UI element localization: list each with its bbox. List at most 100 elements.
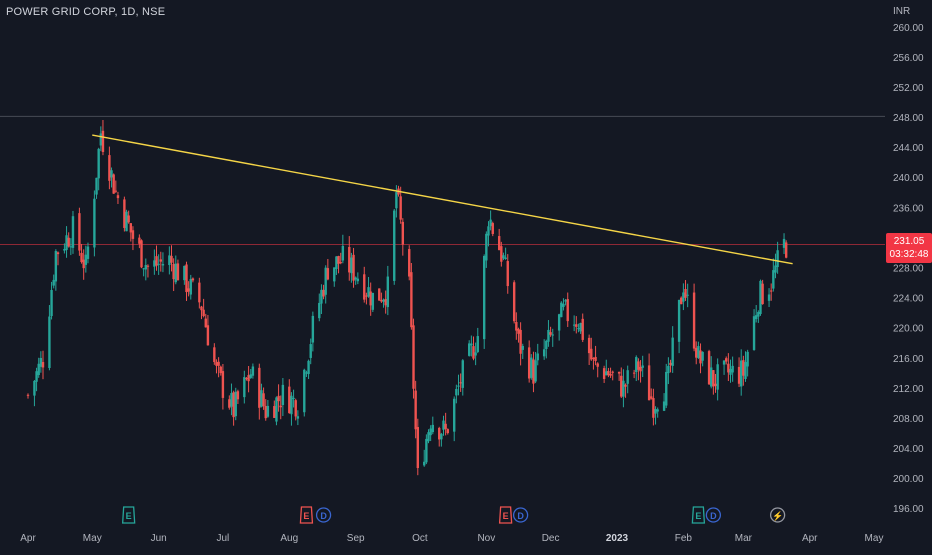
price-tick-label: 216.00: [893, 354, 924, 365]
candle-body: [52, 279, 55, 286]
candle-body: [153, 260, 156, 267]
candle-body: [108, 155, 111, 181]
trendline-layer[interactable]: [92, 134, 793, 265]
candle-body: [363, 274, 366, 300]
candle-body: [470, 343, 473, 346]
candle-body: [491, 223, 494, 234]
candle-body: [35, 371, 38, 382]
price-tick-label: 212.00: [893, 384, 924, 395]
candle-body: [752, 316, 756, 350]
candle-body: [277, 395, 280, 402]
candle-body: [41, 362, 45, 368]
candle-body: [712, 370, 715, 387]
candle-body: [557, 314, 561, 331]
candle-body: [671, 337, 674, 366]
candle-body: [230, 393, 233, 407]
candle-body: [386, 276, 390, 308]
candle-body: [761, 283, 764, 305]
candle-body: [69, 246, 73, 248]
candle-body: [759, 280, 762, 314]
candle-body: [697, 346, 700, 358]
candle-body: [650, 396, 653, 399]
candle-body: [200, 306, 203, 311]
event-marker-label: E: [503, 511, 509, 521]
candle-body: [140, 240, 143, 268]
candle-body: [647, 365, 651, 401]
time-tick-label: Nov: [477, 533, 495, 544]
candle-body: [172, 263, 175, 280]
candle-body: [142, 268, 145, 270]
candle-body: [67, 237, 70, 247]
event-marker-badge: [769, 507, 786, 523]
candle-body: [101, 130, 105, 152]
price-tick-label: 236.00: [893, 203, 924, 214]
candle-body: [54, 251, 58, 282]
candle-body: [757, 312, 760, 317]
price-tick-label: 248.00: [893, 113, 924, 124]
candle-body: [695, 347, 698, 358]
candle-body: [303, 369, 306, 413]
candle-body: [176, 263, 180, 281]
candle-body: [322, 289, 325, 297]
candle-body: [339, 262, 342, 264]
candle-body: [461, 360, 464, 388]
event-marker-badge: [705, 507, 722, 523]
time-tick-label: Apr: [802, 533, 818, 544]
candle-body: [755, 315, 758, 320]
candle-body: [587, 337, 591, 354]
candle-body: [112, 174, 115, 194]
candle-body: [431, 424, 434, 433]
candle-body: [159, 259, 162, 262]
price-tick-label: 256.00: [893, 53, 924, 64]
candle-body: [459, 382, 462, 384]
candle-body: [575, 324, 578, 327]
candle-body: [198, 282, 201, 303]
event-marker-label: E: [303, 511, 309, 521]
candle-body: [701, 351, 704, 361]
candle-body: [260, 390, 263, 407]
candle-body: [365, 295, 368, 297]
candle-body: [99, 133, 103, 146]
candle-body: [457, 385, 460, 387]
candle-body: [710, 367, 713, 387]
candle-body: [716, 364, 719, 390]
candle-body: [191, 278, 195, 281]
candle-body: [444, 423, 447, 429]
currency-label: INR: [893, 6, 910, 17]
candle-body: [125, 211, 128, 232]
event-marker-badge: [498, 506, 513, 524]
candle-body: [519, 329, 522, 354]
candle-body: [740, 360, 743, 387]
candle-body: [127, 215, 130, 223]
candle-body: [532, 359, 535, 384]
time-tick-label: Jul: [217, 533, 230, 544]
candle-body: [309, 344, 312, 358]
candle-body: [474, 352, 477, 356]
candle-body: [684, 289, 687, 298]
candle-body: [264, 405, 267, 419]
candle-body: [592, 357, 595, 359]
event-marker-badge: [299, 506, 314, 524]
candle-body: [50, 289, 53, 317]
candle-body: [560, 302, 563, 318]
candle-body: [71, 216, 75, 248]
price-tick-label: 252.00: [893, 83, 924, 94]
candle-body: [48, 316, 51, 369]
candle-body: [515, 321, 518, 331]
price-tick-label: 220.00: [893, 324, 924, 335]
event-marker: D: [705, 507, 722, 523]
candle-body: [577, 328, 580, 330]
candle-body: [114, 190, 118, 192]
time-axis[interactable]: Apr May Jun Jul Aug Sep Oct Nov Dec 2023 Feb Mar Apr…: [20, 533, 883, 544]
candle-body: [746, 351, 749, 367]
candle-body: [776, 250, 779, 268]
candle-body: [174, 263, 177, 283]
event-marker-label: E: [126, 511, 132, 521]
candle-body: [607, 370, 610, 376]
candle-body: [281, 384, 285, 405]
price-tick-label: 260.00: [893, 23, 924, 34]
candle-body: [682, 292, 685, 302]
candle-body: [677, 299, 681, 342]
